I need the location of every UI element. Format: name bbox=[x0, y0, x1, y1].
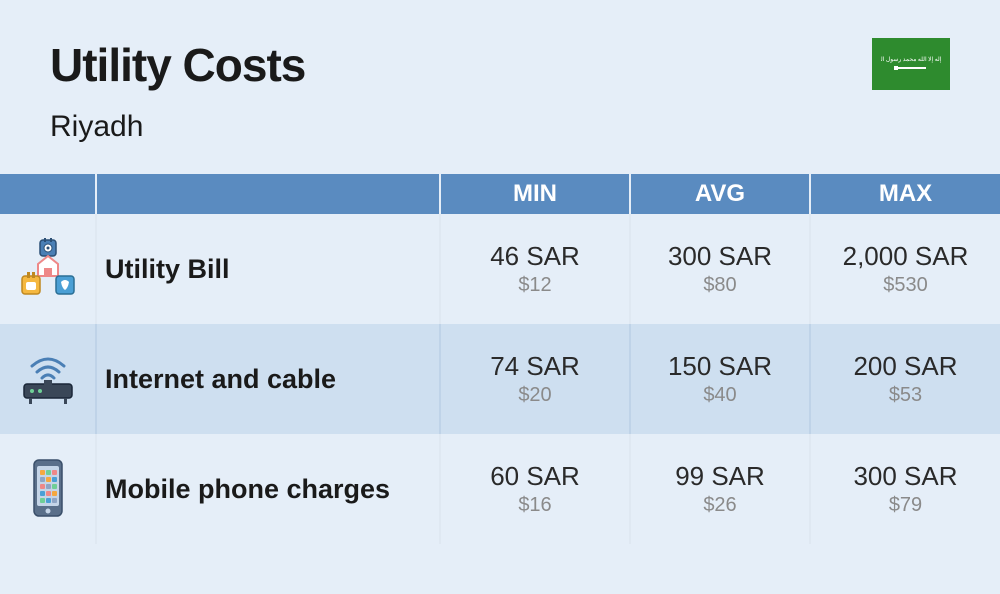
mobile-icon bbox=[13, 453, 83, 523]
cell-max: 200 SAR $53 bbox=[810, 324, 1000, 434]
price-main: 300 SAR bbox=[811, 461, 1000, 492]
price-sub: $53 bbox=[811, 384, 1000, 407]
row-label: Mobile phone charges bbox=[96, 434, 440, 544]
row-icon-cell bbox=[0, 434, 96, 544]
table-row: Utility Bill 46 SAR $12 300 SAR $80 2,00… bbox=[0, 214, 1000, 324]
cell-avg: 300 SAR $80 bbox=[630, 214, 810, 324]
table-row: Internet and cable 74 SAR $20 150 SAR $4… bbox=[0, 324, 1000, 434]
cell-avg: 99 SAR $26 bbox=[630, 434, 810, 544]
price-sub: $20 bbox=[441, 384, 629, 407]
col-min: MIN bbox=[440, 174, 630, 214]
price-main: 300 SAR bbox=[631, 241, 809, 272]
price-sub: $80 bbox=[631, 274, 809, 297]
svg-text:لا إله إلا الله محمد رسول الله: لا إله إلا الله محمد رسول الله bbox=[881, 56, 941, 63]
internet-icon bbox=[13, 343, 83, 413]
row-icon-cell bbox=[0, 214, 96, 324]
col-max: MAX bbox=[810, 174, 1000, 214]
price-sub: $16 bbox=[441, 494, 629, 517]
cell-min: 60 SAR $16 bbox=[440, 434, 630, 544]
col-label bbox=[96, 174, 440, 214]
row-icon-cell bbox=[0, 324, 96, 434]
price-sub: $79 bbox=[811, 494, 1000, 517]
utility-icon bbox=[13, 233, 83, 303]
price-main: 74 SAR bbox=[441, 351, 629, 382]
table-header-row: MIN AVG MAX bbox=[0, 174, 1000, 214]
cell-avg: 150 SAR $40 bbox=[630, 324, 810, 434]
col-icon bbox=[0, 174, 96, 214]
price-sub: $26 bbox=[631, 494, 809, 517]
page-title: Utility Costs bbox=[50, 38, 305, 92]
title-group: Utility Costs Riyadh bbox=[50, 38, 305, 144]
price-main: 46 SAR bbox=[441, 241, 629, 272]
price-sub: $12 bbox=[441, 274, 629, 297]
costs-table: MIN AVG MAX bbox=[0, 174, 1000, 544]
price-sub: $530 bbox=[811, 274, 1000, 297]
cell-max: 2,000 SAR $530 bbox=[810, 214, 1000, 324]
price-main: 99 SAR bbox=[631, 461, 809, 492]
cell-max: 300 SAR $79 bbox=[810, 434, 1000, 544]
price-main: 150 SAR bbox=[631, 351, 809, 382]
page-subtitle: Riyadh bbox=[50, 110, 305, 144]
flag-icon: لا إله إلا الله محمد رسول الله bbox=[872, 38, 950, 90]
price-main: 60 SAR bbox=[441, 461, 629, 492]
price-main: 200 SAR bbox=[811, 351, 1000, 382]
cell-min: 46 SAR $12 bbox=[440, 214, 630, 324]
header: Utility Costs Riyadh لا إله إلا الله محم… bbox=[0, 0, 1000, 174]
row-label: Utility Bill bbox=[96, 214, 440, 324]
row-label: Internet and cable bbox=[96, 324, 440, 434]
table-row: Mobile phone charges 60 SAR $16 99 SAR $… bbox=[0, 434, 1000, 544]
price-main: 2,000 SAR bbox=[811, 241, 1000, 272]
col-avg: AVG bbox=[630, 174, 810, 214]
price-sub: $40 bbox=[631, 384, 809, 407]
cell-min: 74 SAR $20 bbox=[440, 324, 630, 434]
